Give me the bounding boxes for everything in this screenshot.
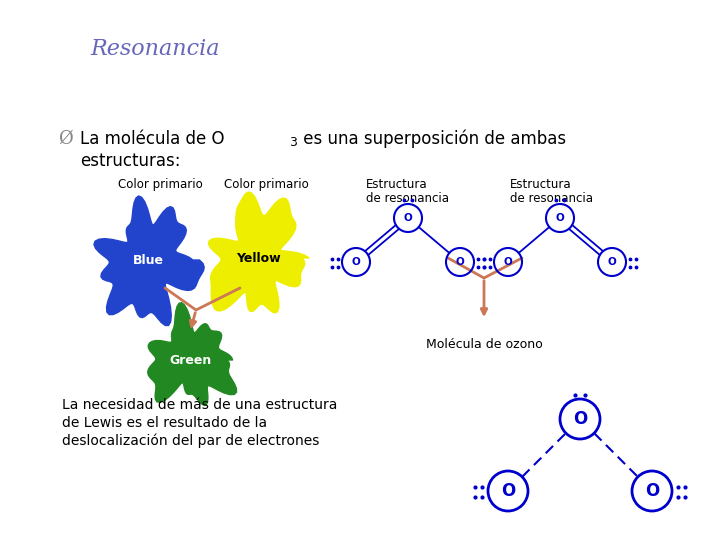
Text: de resonancia: de resonancia (366, 192, 449, 205)
Text: Estructura: Estructura (366, 178, 428, 191)
Text: O: O (456, 257, 464, 267)
Text: estructuras:: estructuras: (80, 152, 181, 170)
Text: Estructura: Estructura (510, 178, 572, 191)
Text: O: O (556, 213, 564, 223)
Text: La necesidad de más de una estructura: La necesidad de más de una estructura (62, 398, 338, 412)
Text: Yellow: Yellow (235, 252, 280, 265)
Text: Green: Green (169, 354, 211, 367)
Text: O: O (645, 482, 659, 500)
Text: Ø: Ø (58, 130, 73, 148)
Text: Molécula de ozono: Molécula de ozono (426, 338, 542, 351)
Text: O: O (404, 213, 413, 223)
Text: O: O (501, 482, 515, 500)
Polygon shape (209, 192, 309, 313)
Text: de Lewis es el resultado de la: de Lewis es el resultado de la (62, 416, 267, 430)
Text: Blue: Blue (132, 253, 163, 267)
Text: de resonancia: de resonancia (510, 192, 593, 205)
Text: O: O (503, 257, 513, 267)
Text: Color primario: Color primario (118, 178, 203, 191)
Text: deslocalización del par de electrones: deslocalización del par de electrones (62, 434, 320, 449)
Text: Resonancia: Resonancia (90, 38, 220, 60)
Text: Color primario: Color primario (224, 178, 309, 191)
Text: 3: 3 (289, 136, 297, 149)
Text: O: O (351, 257, 361, 267)
Text: O: O (608, 257, 616, 267)
Polygon shape (148, 303, 237, 406)
Text: O: O (573, 410, 587, 428)
Text: La molécula de O: La molécula de O (80, 130, 225, 148)
Polygon shape (94, 196, 204, 326)
Text: es una superposición de ambas: es una superposición de ambas (298, 130, 566, 148)
